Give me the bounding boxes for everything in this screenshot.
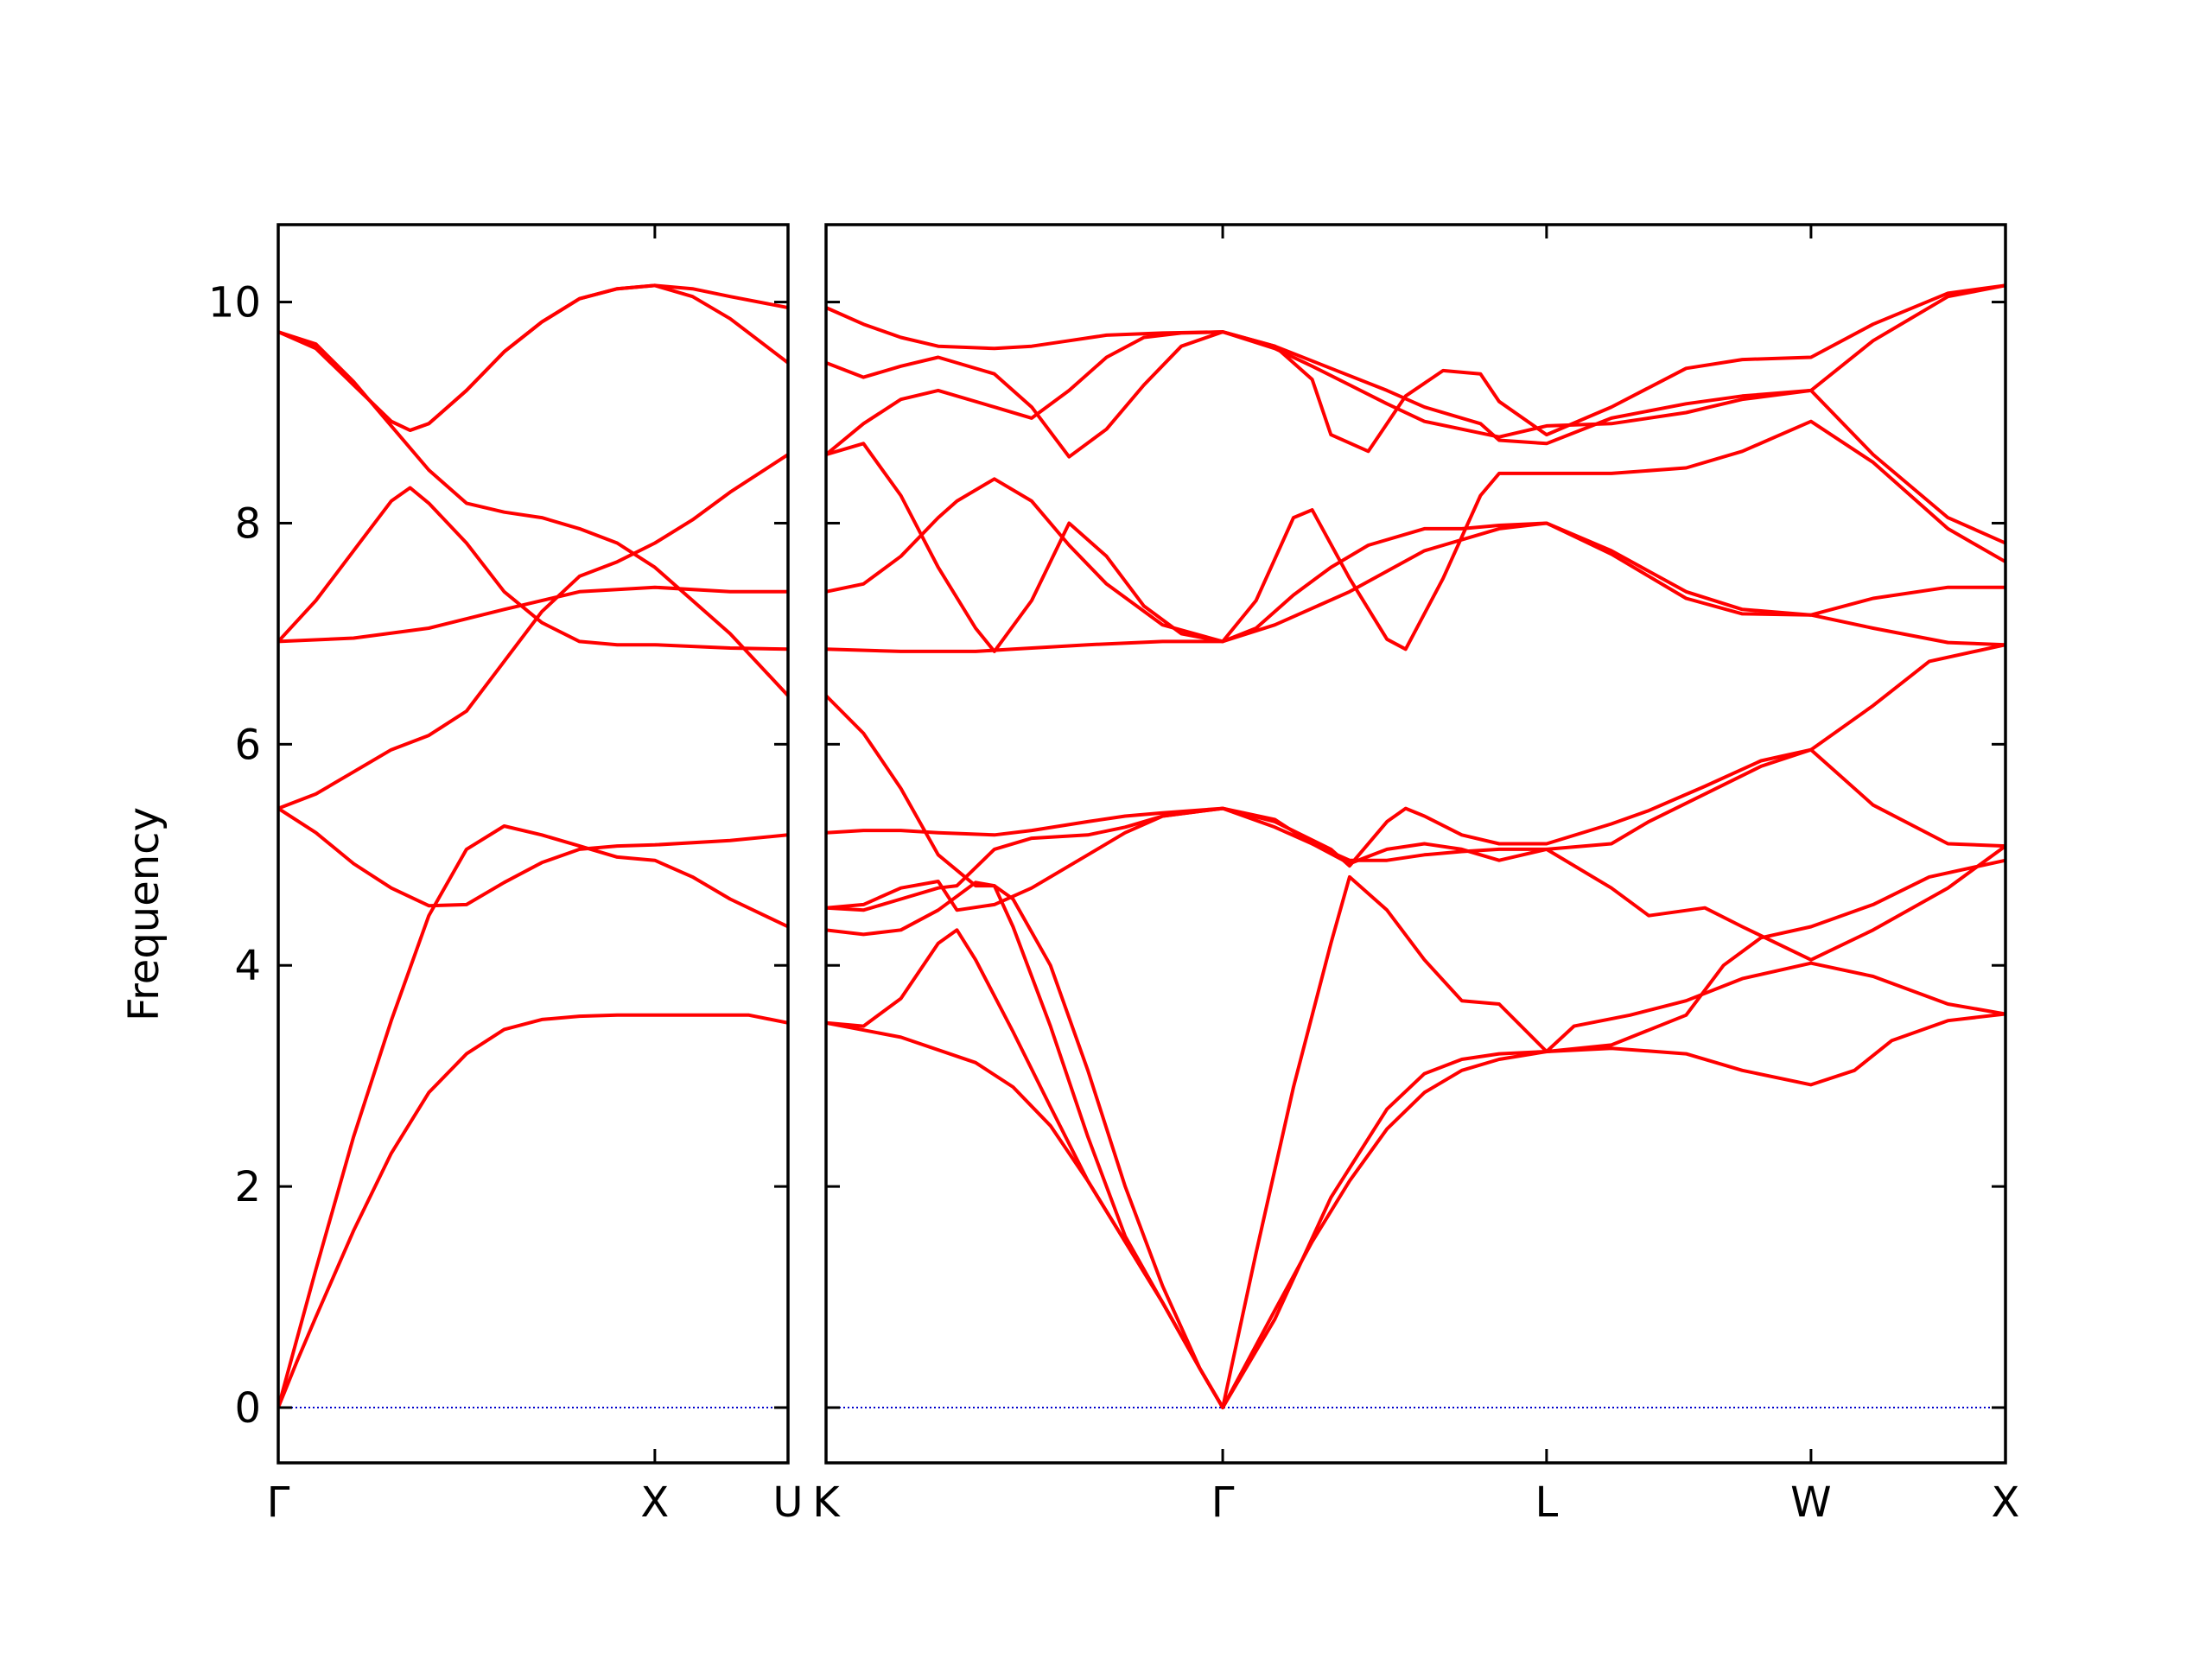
x-tick-label: U [772,1478,803,1527]
band-line-10 [826,419,2005,653]
band-line-5 [278,585,788,644]
panel-left: 0 2 4 6 8 10 Γ X U [208,223,804,1527]
band-line-1 [826,1012,2005,1409]
band-line-4 [278,453,788,810]
y-tick-label: 8 [234,499,261,548]
axes-frame [276,223,790,1465]
axes-frame [824,223,2007,1465]
band-line-7 [826,694,1225,1409]
x-tick-label: K [812,1478,841,1527]
x-tick-label: W [1790,1478,1831,1527]
x-tick-label: Γ [1211,1478,1235,1527]
band-line-1 [278,1013,788,1409]
band-group [826,283,2005,1409]
y-tick-label: 6 [234,721,261,769]
x-tick-label: L [1535,1478,1558,1527]
y-axis-label: Frequency [120,807,168,1021]
y-tick-label: 10 [208,279,261,327]
y-tick-label: 0 [234,1384,261,1433]
band-line-5 [826,747,2005,862]
y-tick-label: 4 [234,942,261,990]
x-tick-label: X [640,1478,669,1527]
band-line-3 [278,806,788,908]
band-line-3 [826,858,2005,1409]
band-line-9 [278,283,788,432]
band-group [278,283,788,1409]
x-tick-label: Γ [267,1478,290,1527]
x-tick-label: X [1992,1478,2020,1527]
band-line-9 [826,477,2005,644]
band-line-6 [278,486,788,652]
band-line-6 [826,643,2005,912]
band-line-12 [826,283,2005,459]
y-tick-label: 2 [234,1163,261,1211]
band-line-4 [826,806,2005,962]
y-axis-title: Frequency [120,807,168,1021]
band-line-13 [826,306,2005,545]
band-line-2 [826,874,2005,1409]
band-line-11 [826,283,2005,457]
band-line-2 [278,824,788,1409]
